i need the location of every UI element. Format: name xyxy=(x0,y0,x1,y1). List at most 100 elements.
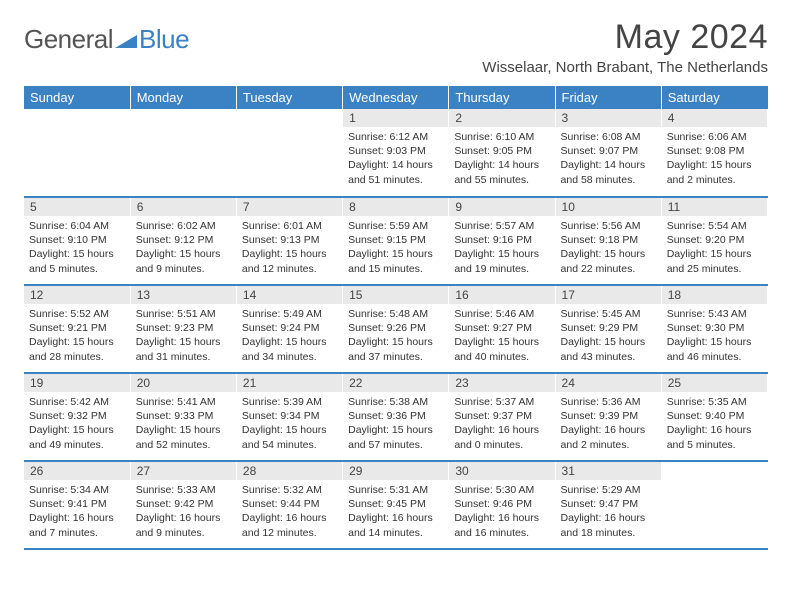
day-number: 2 xyxy=(449,109,554,127)
day-number: 14 xyxy=(237,286,342,304)
calendar-cell: 3Sunrise: 6:08 AMSunset: 9:07 PMDaylight… xyxy=(555,109,661,197)
sunrise-line: Sunrise: 5:46 AM xyxy=(454,307,549,321)
daylight-line: Daylight: 15 hours and 37 minutes. xyxy=(348,335,443,363)
day-details: Sunrise: 5:57 AMSunset: 9:16 PMDaylight:… xyxy=(449,216,554,280)
day-number: 16 xyxy=(449,286,554,304)
calendar-cell xyxy=(236,109,342,197)
day-number: 31 xyxy=(556,462,661,480)
daylight-line: Daylight: 15 hours and 46 minutes. xyxy=(667,335,762,363)
daylight-line: Daylight: 15 hours and 9 minutes. xyxy=(136,247,231,275)
calendar-cell xyxy=(661,461,767,549)
day-details: Sunrise: 6:04 AMSunset: 9:10 PMDaylight:… xyxy=(24,216,130,280)
day-number: 17 xyxy=(556,286,661,304)
day-number xyxy=(237,109,342,113)
sunset-line: Sunset: 9:20 PM xyxy=(667,233,762,247)
sunrise-line: Sunrise: 5:54 AM xyxy=(667,219,762,233)
daylight-line: Daylight: 15 hours and 54 minutes. xyxy=(242,423,337,451)
calendar-cell: 19Sunrise: 5:42 AMSunset: 9:32 PMDayligh… xyxy=(24,373,130,461)
daylight-line: Daylight: 14 hours and 51 minutes. xyxy=(348,158,443,186)
day-number: 22 xyxy=(343,374,448,392)
day-number: 19 xyxy=(24,374,130,392)
day-details: Sunrise: 6:08 AMSunset: 9:07 PMDaylight:… xyxy=(556,127,661,191)
day-number: 30 xyxy=(449,462,554,480)
sunset-line: Sunset: 9:26 PM xyxy=(348,321,443,335)
day-details: Sunrise: 5:42 AMSunset: 9:32 PMDaylight:… xyxy=(24,392,130,456)
calendar-cell: 16Sunrise: 5:46 AMSunset: 9:27 PMDayligh… xyxy=(449,285,555,373)
day-details: Sunrise: 5:35 AMSunset: 9:40 PMDaylight:… xyxy=(662,392,767,456)
day-number: 7 xyxy=(237,198,342,216)
calendar-cell: 2Sunrise: 6:10 AMSunset: 9:05 PMDaylight… xyxy=(449,109,555,197)
sunrise-line: Sunrise: 6:02 AM xyxy=(136,219,231,233)
calendar-cell: 4Sunrise: 6:06 AMSunset: 9:08 PMDaylight… xyxy=(661,109,767,197)
sunrise-line: Sunrise: 5:42 AM xyxy=(29,395,125,409)
daylight-line: Daylight: 16 hours and 2 minutes. xyxy=(561,423,656,451)
calendar-cell: 27Sunrise: 5:33 AMSunset: 9:42 PMDayligh… xyxy=(130,461,236,549)
sunrise-line: Sunrise: 5:56 AM xyxy=(561,219,656,233)
sunset-line: Sunset: 9:33 PM xyxy=(136,409,231,423)
daylight-line: Daylight: 15 hours and 40 minutes. xyxy=(454,335,549,363)
daylight-line: Daylight: 15 hours and 19 minutes. xyxy=(454,247,549,275)
sunset-line: Sunset: 9:24 PM xyxy=(242,321,337,335)
calendar-cell xyxy=(24,109,130,197)
header: General Blue May 2024 Wisselaar, North B… xyxy=(24,18,768,76)
sunset-line: Sunset: 9:12 PM xyxy=(136,233,231,247)
sunset-line: Sunset: 9:13 PM xyxy=(242,233,337,247)
day-details: Sunrise: 6:06 AMSunset: 9:08 PMDaylight:… xyxy=(662,127,767,191)
sunset-line: Sunset: 9:42 PM xyxy=(136,497,231,511)
sunrise-line: Sunrise: 6:08 AM xyxy=(561,130,656,144)
daylight-line: Daylight: 16 hours and 12 minutes. xyxy=(242,511,337,539)
calendar-row: 1Sunrise: 6:12 AMSunset: 9:03 PMDaylight… xyxy=(24,109,768,197)
calendar-row: 19Sunrise: 5:42 AMSunset: 9:32 PMDayligh… xyxy=(24,373,768,461)
sunrise-line: Sunrise: 5:38 AM xyxy=(348,395,443,409)
day-details: Sunrise: 5:52 AMSunset: 9:21 PMDaylight:… xyxy=(24,304,130,368)
calendar-row: 5Sunrise: 6:04 AMSunset: 9:10 PMDaylight… xyxy=(24,197,768,285)
sunset-line: Sunset: 9:36 PM xyxy=(348,409,443,423)
day-number: 9 xyxy=(449,198,554,216)
sunrise-line: Sunrise: 5:36 AM xyxy=(561,395,656,409)
sunset-line: Sunset: 9:37 PM xyxy=(454,409,549,423)
daylight-line: Daylight: 15 hours and 31 minutes. xyxy=(136,335,231,363)
weekday-wednesday: Wednesday xyxy=(343,86,449,109)
calendar-row: 12Sunrise: 5:52 AMSunset: 9:21 PMDayligh… xyxy=(24,285,768,373)
daylight-line: Daylight: 15 hours and 57 minutes. xyxy=(348,423,443,451)
daylight-line: Daylight: 15 hours and 52 minutes. xyxy=(136,423,231,451)
sunrise-line: Sunrise: 5:51 AM xyxy=(136,307,231,321)
title-block: May 2024 Wisselaar, North Brabant, The N… xyxy=(482,18,768,76)
sunrise-line: Sunrise: 6:04 AM xyxy=(29,219,125,233)
calendar-cell: 20Sunrise: 5:41 AMSunset: 9:33 PMDayligh… xyxy=(130,373,236,461)
day-details: Sunrise: 5:34 AMSunset: 9:41 PMDaylight:… xyxy=(24,480,130,544)
day-number: 1 xyxy=(343,109,448,127)
calendar-body: 1Sunrise: 6:12 AMSunset: 9:03 PMDaylight… xyxy=(24,109,768,549)
day-details: Sunrise: 6:01 AMSunset: 9:13 PMDaylight:… xyxy=(237,216,342,280)
weekday-thursday: Thursday xyxy=(449,86,555,109)
day-number: 5 xyxy=(24,198,130,216)
calendar-cell: 9Sunrise: 5:57 AMSunset: 9:16 PMDaylight… xyxy=(449,197,555,285)
sunset-line: Sunset: 9:18 PM xyxy=(561,233,656,247)
sunrise-line: Sunrise: 6:10 AM xyxy=(454,130,549,144)
sunrise-line: Sunrise: 5:34 AM xyxy=(29,483,125,497)
daylight-line: Daylight: 15 hours and 43 minutes. xyxy=(561,335,656,363)
daylight-line: Daylight: 15 hours and 34 minutes. xyxy=(242,335,337,363)
day-number: 20 xyxy=(131,374,236,392)
day-number: 3 xyxy=(556,109,661,127)
day-number xyxy=(131,109,236,113)
sunset-line: Sunset: 9:47 PM xyxy=(561,497,656,511)
day-number: 28 xyxy=(237,462,342,480)
calendar-table: Sunday Monday Tuesday Wednesday Thursday… xyxy=(24,86,768,550)
calendar-cell: 30Sunrise: 5:30 AMSunset: 9:46 PMDayligh… xyxy=(449,461,555,549)
month-title: May 2024 xyxy=(482,18,768,57)
day-details: Sunrise: 5:37 AMSunset: 9:37 PMDaylight:… xyxy=(449,392,554,456)
sunset-line: Sunset: 9:32 PM xyxy=(29,409,125,423)
weekday-monday: Monday xyxy=(130,86,236,109)
sunrise-line: Sunrise: 5:45 AM xyxy=(561,307,656,321)
daylight-line: Daylight: 15 hours and 5 minutes. xyxy=(29,247,125,275)
calendar-cell: 11Sunrise: 5:54 AMSunset: 9:20 PMDayligh… xyxy=(661,197,767,285)
day-details: Sunrise: 5:43 AMSunset: 9:30 PMDaylight:… xyxy=(662,304,767,368)
calendar-cell: 21Sunrise: 5:39 AMSunset: 9:34 PMDayligh… xyxy=(236,373,342,461)
sunrise-line: Sunrise: 5:32 AM xyxy=(242,483,337,497)
sunset-line: Sunset: 9:44 PM xyxy=(242,497,337,511)
sunset-line: Sunset: 9:21 PM xyxy=(29,321,125,335)
daylight-line: Daylight: 15 hours and 15 minutes. xyxy=(348,247,443,275)
day-details: Sunrise: 5:48 AMSunset: 9:26 PMDaylight:… xyxy=(343,304,448,368)
daylight-line: Daylight: 14 hours and 55 minutes. xyxy=(454,158,549,186)
